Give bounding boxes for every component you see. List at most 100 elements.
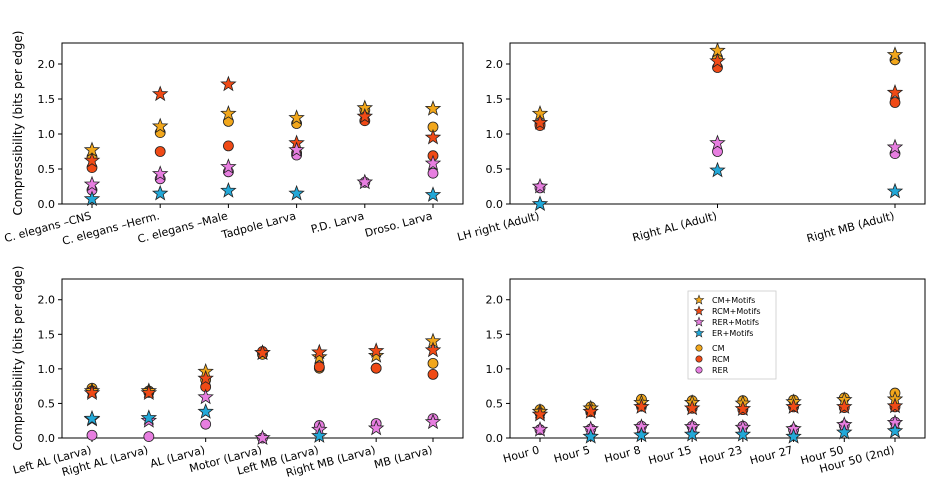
point-er-motifs	[886, 422, 904, 439]
point-rer-motifs	[367, 419, 385, 436]
y-tick-label: 1.5	[38, 93, 56, 106]
point-rer-motifs	[288, 141, 305, 158]
point-cm-motifs	[151, 117, 169, 134]
legend-marker-cm-motifs	[693, 294, 705, 305]
y-tick-label: 1.5	[486, 93, 504, 106]
point-cm-motifs	[886, 46, 904, 62]
x-tick-label-right-mb-adult: Right MB (Adult)	[805, 209, 896, 245]
point-rer	[86, 429, 98, 441]
y-tick-label: 0.0	[38, 432, 56, 445]
point-er-motifs	[683, 425, 701, 442]
legend-label-rer: RER	[712, 366, 729, 375]
point-rcm-motifs	[683, 399, 701, 416]
legend-marker-cm	[695, 344, 703, 352]
legend-label-cm-motifs: CM+Motifs	[712, 296, 755, 305]
point-rcm-motifs	[424, 128, 442, 145]
x-tick-label-hour-8: Hour 8	[603, 443, 642, 465]
legend-label-rer-motifs: RER+Motifs	[712, 318, 759, 327]
point-er-motifs	[886, 182, 904, 199]
point-er-motifs	[220, 182, 237, 198]
legend: CM+Motifs RCM+Motifs RER+Motifs ER+Motifs CM…	[687, 290, 777, 380]
y-tick-label: 0.5	[38, 397, 56, 410]
point-er-motifs	[582, 427, 599, 444]
point-rcm-motifs	[424, 341, 442, 358]
point-er-motifs	[311, 427, 328, 443]
point-rcm-motifs	[785, 398, 802, 414]
point-rer-motifs	[424, 413, 442, 430]
y-tick-label: 1.0	[38, 363, 56, 376]
point-er-motifs	[734, 425, 752, 442]
x-tick-label-droso-larva: Droso. Larva	[363, 209, 433, 240]
y-tick-label: 1.0	[486, 128, 504, 141]
point-rcm	[427, 368, 439, 380]
legend-label-rcm-motifs: RCM+Motifs	[712, 307, 761, 316]
point-rcm-motifs	[197, 369, 214, 386]
legend-marker-rer	[695, 366, 703, 374]
x-tick-label-hour-27: Hour 27	[748, 443, 794, 467]
x-tick-label-hour-15: Hour 15	[647, 443, 693, 467]
point-er-motifs	[197, 403, 214, 419]
y-tick-label: 1.5	[38, 328, 56, 341]
y-axis-label: Compressibility (bits per edge)	[11, 266, 25, 451]
point-rcm-motifs	[83, 384, 101, 401]
point-er-motifs	[83, 409, 101, 426]
point-rer-motifs	[220, 158, 237, 174]
point-er-motifs	[140, 409, 158, 425]
x-tick-label-hour-5: Hour 5	[552, 443, 591, 465]
point-rcm-motifs	[140, 384, 158, 401]
point-cm-motifs	[367, 347, 385, 363]
point-rcm	[889, 97, 901, 108]
point-rcm	[154, 146, 166, 157]
point-rcm-motifs	[582, 403, 599, 419]
x-tick-label-lh-right-adult: LH right (Adult)	[456, 209, 541, 243]
point-rcm-motifs	[886, 397, 904, 414]
y-tick-label: 0.0	[486, 432, 504, 445]
y-tick-label: 1.0	[38, 128, 56, 141]
point-rer-motifs	[254, 429, 271, 445]
point-rer-motifs	[709, 134, 726, 151]
point-rer-motifs	[197, 388, 214, 405]
point-rer-motifs	[356, 173, 374, 190]
y-axis-label: Compressibility (bits per edge)	[11, 31, 25, 216]
y-tick-label: 0.5	[38, 163, 56, 176]
point-rcm-motifs	[356, 107, 374, 124]
point-rcm	[222, 140, 234, 152]
legend-label-er-motifs: ER+Motifs	[712, 329, 753, 338]
y-tick-label: 1.5	[486, 328, 504, 341]
point-rer	[427, 167, 439, 179]
legend-marker-rcm	[695, 355, 703, 363]
point-rcm-motifs	[367, 342, 385, 358]
y-tick-label: 0.0	[38, 198, 56, 211]
legend-marker-er-motifs	[693, 327, 705, 338]
x-tick-label-tadpole-larva: Tadpole Larva	[219, 209, 297, 242]
point-er-motifs	[288, 184, 305, 201]
panel-2: 0.0 0.5 1.0 1.5 2.0 LH right (Adult) Right AL …	[456, 42, 926, 245]
legend-label-rcm: RCM	[712, 355, 730, 364]
point-cm	[427, 357, 439, 369]
point-rcm-motifs	[709, 52, 726, 69]
point-er-motifs	[836, 423, 853, 440]
x-tick-label-hour-0: Hour 0	[502, 443, 541, 465]
point-er-motifs	[151, 184, 169, 201]
y-tick-label: 2.0	[38, 58, 56, 71]
point-er-motifs	[709, 161, 726, 178]
y-tick-label: 0.5	[486, 397, 504, 410]
point-rcm-motifs	[734, 400, 752, 416]
x-tick-label-hour-23: Hour 23	[698, 443, 744, 467]
point-rcm-motifs	[254, 344, 271, 360]
point-rer	[143, 431, 155, 443]
y-tick-label: 0.5	[486, 163, 504, 176]
point-cm-motifs	[288, 109, 305, 125]
point-rer-motifs	[886, 138, 904, 155]
y-tick-label: 2.0	[486, 294, 504, 307]
point-rer-motifs	[83, 175, 101, 192]
point-rcm-motifs	[151, 85, 169, 102]
point-rcm-motifs	[311, 343, 328, 360]
point-rcm-motifs	[886, 84, 904, 100]
x-tick-label-right-al-adult: Right AL (Adult)	[631, 209, 718, 244]
point-rcm-motifs	[83, 151, 101, 168]
y-tick-label: 0.0	[486, 198, 504, 211]
